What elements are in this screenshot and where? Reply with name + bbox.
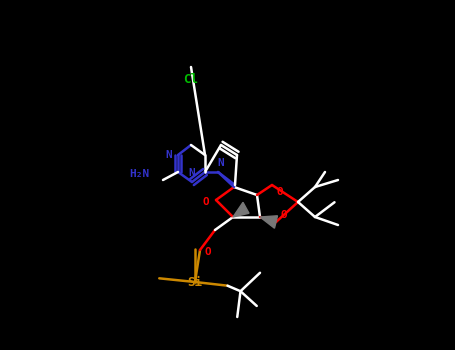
Text: O: O: [203, 197, 210, 207]
Polygon shape: [260, 216, 278, 228]
Text: Si: Si: [187, 275, 202, 288]
Text: N: N: [165, 150, 172, 160]
Text: N: N: [218, 158, 225, 168]
Text: O: O: [277, 187, 283, 197]
Text: O: O: [281, 210, 288, 220]
Text: O: O: [205, 247, 212, 257]
Text: Cl: Cl: [183, 74, 198, 86]
Text: H₂N: H₂N: [130, 169, 150, 180]
Text: N: N: [189, 168, 195, 178]
Polygon shape: [233, 202, 249, 217]
